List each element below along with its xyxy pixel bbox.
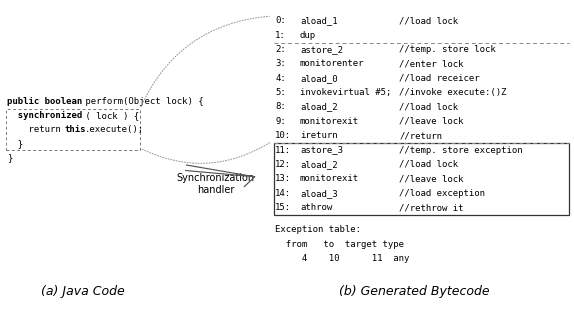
Text: 8:: 8: [275,102,286,111]
Text: 4:: 4: [275,74,286,83]
Text: 14:: 14: [275,189,291,197]
Text: }: } [7,153,13,162]
Text: //temp. store exception: //temp. store exception [400,145,523,154]
Text: astore_3: astore_3 [300,145,343,154]
Text: //load exception: //load exception [400,189,486,197]
Text: aload_2: aload_2 [300,102,338,111]
Text: Synchronization
handler: Synchronization handler [176,173,254,195]
Text: aload_3: aload_3 [300,189,338,197]
Text: //load lock: //load lock [400,16,459,25]
Text: return: return [7,125,67,134]
Text: this: this [64,125,86,134]
Text: 15:: 15: [275,203,291,212]
Text: 2:: 2: [275,45,286,54]
Text: 9:: 9: [275,117,286,126]
Text: 1:: 1: [275,31,286,40]
Text: .execute();: .execute(); [85,125,144,134]
Text: 4    10      11  any: 4 10 11 any [275,254,409,263]
Text: astore_2: astore_2 [300,45,343,54]
Text: ( lock ) {: ( lock ) { [80,111,139,120]
Text: }: } [7,139,24,148]
Text: monitorexit: monitorexit [300,174,359,183]
Text: aload_0: aload_0 [300,74,338,83]
Text: 12:: 12: [275,160,291,169]
Text: //return: //return [400,131,443,140]
Text: athrow: athrow [300,203,332,212]
Text: monitorexit: monitorexit [300,117,359,126]
Text: public boolean: public boolean [7,97,83,106]
Text: 13:: 13: [275,174,291,183]
Text: //leave lock: //leave lock [400,174,464,183]
Text: //load lock: //load lock [400,160,459,169]
Text: //load lock: //load lock [400,102,459,111]
Text: (b) Generated Bytecode: (b) Generated Bytecode [339,285,490,298]
Text: synchronized: synchronized [7,111,83,120]
Text: from   to  target type: from to target type [275,240,404,249]
Text: invokevirtual #5;: invokevirtual #5; [300,88,391,97]
Text: 11:: 11: [275,145,291,154]
Text: //invoke execute:()Z: //invoke execute:()Z [400,88,507,97]
Text: 5:: 5: [275,88,286,97]
Text: 3:: 3: [275,59,286,68]
Text: perform(Object lock) {: perform(Object lock) { [80,97,203,106]
Text: //enter lock: //enter lock [400,59,464,68]
Text: //rethrow it: //rethrow it [400,203,464,212]
Text: //load receicer: //load receicer [400,74,480,83]
Text: //leave lock: //leave lock [400,117,464,126]
Text: (a) Java Code: (a) Java Code [41,285,125,298]
Text: Exception table:: Exception table: [275,225,361,234]
Text: monitorenter: monitorenter [300,59,364,68]
Text: dup: dup [300,31,316,40]
Text: aload_1: aload_1 [300,16,338,25]
Text: aload_2: aload_2 [300,160,338,169]
Text: //temp. store lock: //temp. store lock [400,45,496,54]
Text: ireturn: ireturn [300,131,338,140]
Text: 0:: 0: [275,16,286,25]
Text: 10:: 10: [275,131,291,140]
